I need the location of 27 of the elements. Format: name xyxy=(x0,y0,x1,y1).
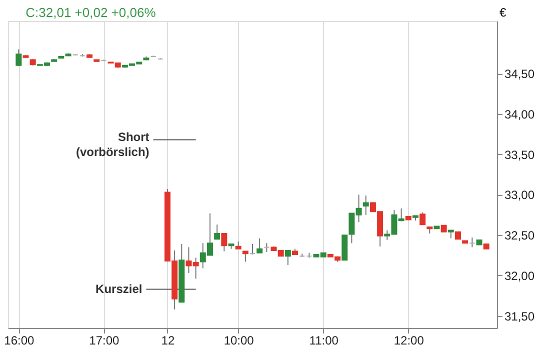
candlestick xyxy=(362,195,369,216)
candlestick xyxy=(420,212,426,226)
y-tick-label: 33,50 xyxy=(504,148,535,162)
candlestick xyxy=(214,224,220,240)
y-axis-title: € xyxy=(500,6,506,20)
ref-line-label: Short (vorbörslich) xyxy=(76,130,150,159)
x-tick-label: 16:00 xyxy=(4,334,35,348)
x-tick-label: 10:00 xyxy=(224,334,254,348)
candlestick xyxy=(256,238,263,254)
candlestick xyxy=(242,250,248,262)
candlestick xyxy=(221,232,228,252)
ref-line-label: Kursziel xyxy=(96,282,142,296)
x-tick-label: 11:00 xyxy=(309,334,339,348)
candlestick xyxy=(16,48,22,67)
x-tick-label: 17:00 xyxy=(89,334,120,348)
y-tick-label: 33,00 xyxy=(504,188,535,202)
y-tick-label: 32,00 xyxy=(504,268,535,283)
x-tick-label: 12:00 xyxy=(394,334,424,348)
candlestick xyxy=(469,237,476,248)
y-tick-label: 32,50 xyxy=(504,228,535,243)
candlestick xyxy=(250,243,256,255)
y-tick-label: 31,50 xyxy=(504,309,535,324)
chart-title: C:32,01 +0,02 +0,06% xyxy=(26,5,156,20)
candlestick xyxy=(284,250,291,266)
y-tick-label: 34,00 xyxy=(504,107,535,122)
x-tick-label: 12 xyxy=(161,334,175,348)
y-tick-label: 34,50 xyxy=(504,67,535,82)
